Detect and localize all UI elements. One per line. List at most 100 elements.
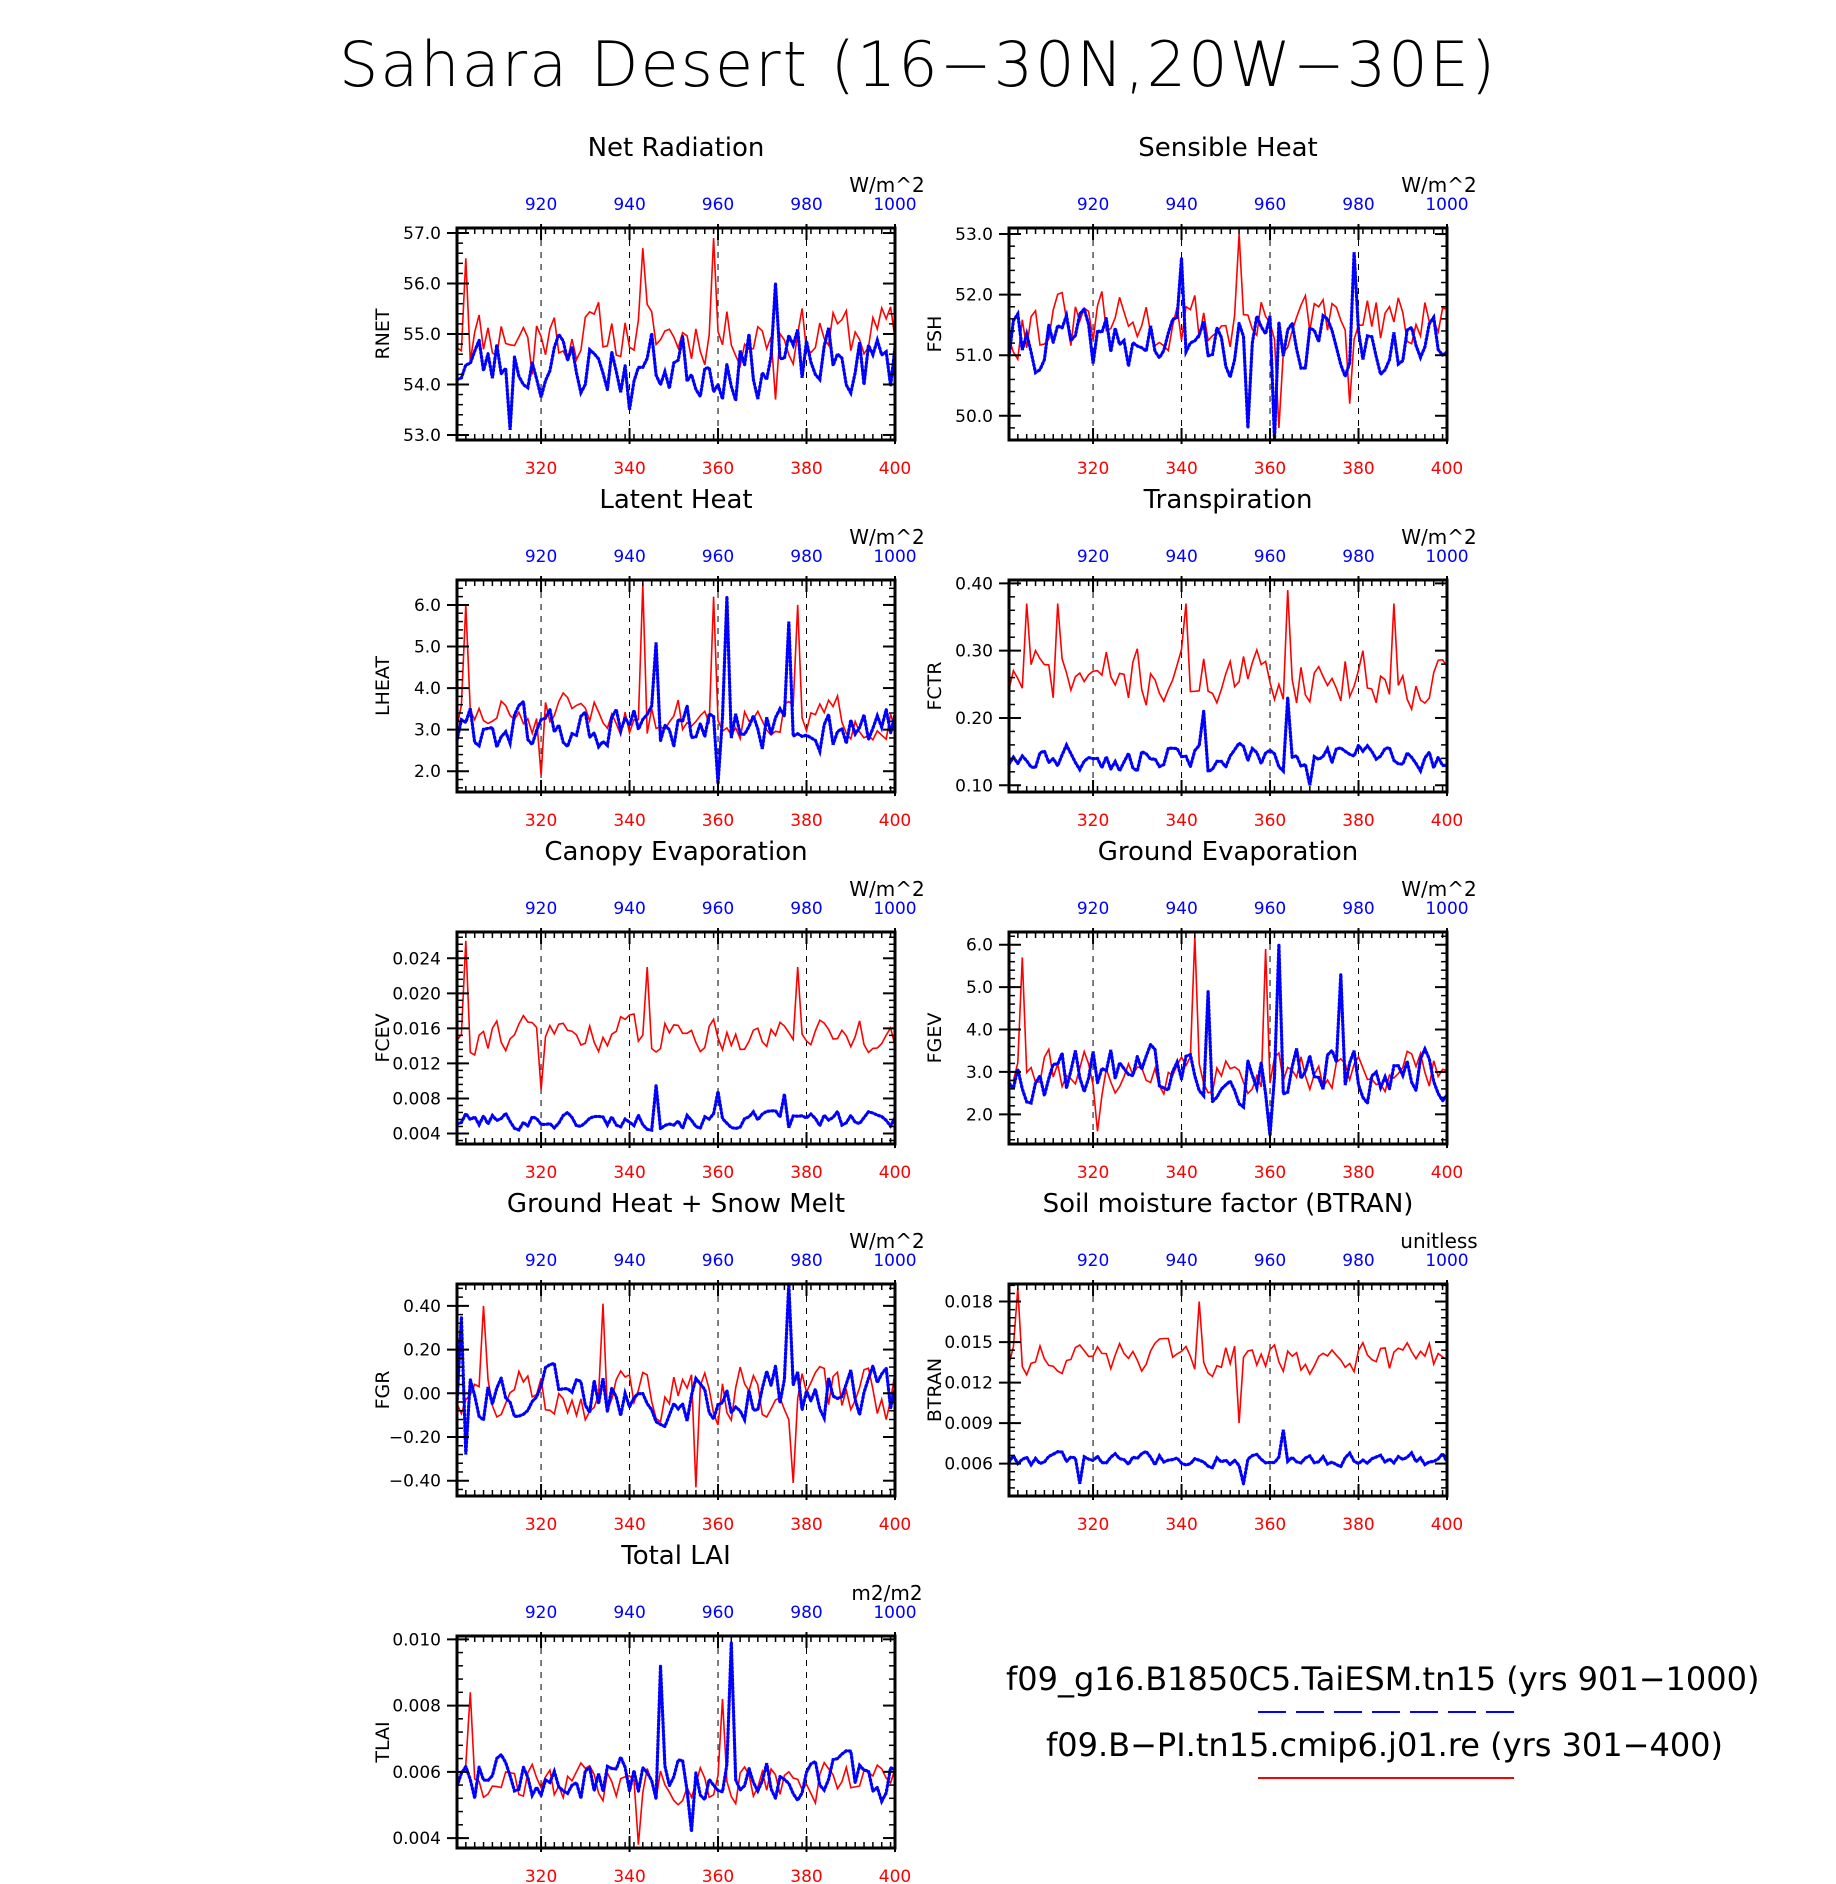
series-line <box>456 238 896 400</box>
x-bottom-tick-label: 400 <box>1431 1515 1463 1535</box>
x-bottom-tick-label: 380 <box>1342 459 1374 479</box>
y-tick-label: 0.008 <box>392 1089 441 1109</box>
y-tick-label: 5.0 <box>414 638 441 658</box>
y-axis-label: FCTR <box>924 661 946 710</box>
y-tick-label: 0.006 <box>944 1455 993 1475</box>
y-tick-label: 3.0 <box>414 721 441 741</box>
x-top-tick-label: 940 <box>613 899 645 919</box>
x-bottom-tick-label: 340 <box>613 1867 645 1884</box>
x-top-tick-label: 940 <box>1165 195 1197 215</box>
series-line <box>455 1642 897 1832</box>
x-bottom-tick-label: 400 <box>879 811 911 831</box>
panel-title: Soil moisture factor (BTRAN) <box>1043 1189 1414 1219</box>
y-tick-label: 0.015 <box>944 1333 993 1353</box>
x-bottom-tick-label: 360 <box>1254 459 1286 479</box>
x-bottom-tick-label: 360 <box>702 1867 734 1884</box>
y-tick-label: 3.0 <box>966 1063 993 1083</box>
units-label: W/m^2 <box>849 1229 924 1253</box>
y-axis-label: TLAI <box>372 1721 394 1763</box>
units-label: m2/m2 <box>851 1581 922 1605</box>
y-tick-label: 0.30 <box>955 642 993 662</box>
y-axis-label: FGR <box>372 1371 394 1410</box>
x-bottom-tick-label: 320 <box>1077 1163 1109 1183</box>
y-axis-label: RNET <box>372 308 394 359</box>
x-bottom-tick-label: 380 <box>1342 1163 1374 1183</box>
y-tick-label: 6.0 <box>966 936 993 956</box>
x-bottom-tick-label: 320 <box>525 811 557 831</box>
y-tick-label: 0.00 <box>403 1384 441 1404</box>
x-bottom-tick-label: 340 <box>613 459 645 479</box>
x-top-tick-label: 940 <box>1165 547 1197 567</box>
x-top-tick-label: 960 <box>702 1603 734 1623</box>
x-top-tick-label: 920 <box>1077 1251 1109 1271</box>
x-top-tick-label: 960 <box>1254 195 1286 215</box>
x-bottom-tick-label: 320 <box>525 1163 557 1183</box>
series-line <box>1008 234 1448 428</box>
x-top-tick-label: 1000 <box>1425 547 1468 567</box>
plot-frame <box>455 930 897 1146</box>
x-top-tick-label: 1000 <box>873 547 916 567</box>
x-bottom-tick-label: 340 <box>1165 811 1197 831</box>
x-top-tick-label: 940 <box>613 1603 645 1623</box>
y-tick-label: 53.0 <box>403 426 441 446</box>
x-bottom-tick-label: 400 <box>879 459 911 479</box>
series-line <box>1007 252 1449 441</box>
x-bottom-tick-label: 380 <box>1342 1515 1374 1535</box>
x-top-tick-label: 920 <box>525 1603 557 1623</box>
series-line <box>1008 936 1448 1132</box>
x-top-tick-label: 960 <box>702 195 734 215</box>
x-top-tick-label: 980 <box>1342 195 1374 215</box>
panel-title: Latent Heat <box>599 485 752 515</box>
x-top-tick-label: 960 <box>702 547 734 567</box>
x-top-tick-label: 980 <box>790 1603 822 1623</box>
y-tick-label: 53.0 <box>955 225 993 245</box>
y-tick-label: 0.20 <box>955 709 993 729</box>
y-tick-label: 55.0 <box>403 325 441 345</box>
y-tick-label: 4.0 <box>966 1021 993 1041</box>
x-bottom-tick-label: 380 <box>1342 811 1374 831</box>
x-bottom-tick-label: 400 <box>879 1515 911 1535</box>
y-tick-label: 52.0 <box>955 286 993 306</box>
units-label: W/m^2 <box>849 877 924 901</box>
x-top-tick-label: 980 <box>1342 899 1374 919</box>
y-tick-label: 50.0 <box>955 407 993 427</box>
x-bottom-tick-label: 320 <box>1077 811 1109 831</box>
x-top-tick-label: 960 <box>1254 547 1286 567</box>
x-bottom-tick-label: 400 <box>1431 1163 1463 1183</box>
plot-frame <box>1007 226 1449 442</box>
x-bottom-tick-label: 400 <box>1431 459 1463 479</box>
legend-run2-label: f09.B−PI.tn15.cmip6.j01.re (yrs 301−400) <box>1046 1726 1724 1764</box>
series-line <box>1007 1429 1449 1485</box>
x-top-tick-label: 980 <box>790 195 822 215</box>
panel-fgev: Ground Evaporation W/m^2 FGEV 2.0 3.0 4.0 5.0 6… <box>924 837 1477 1183</box>
y-tick-label: −0.40 <box>389 1472 441 1492</box>
series-line <box>1008 1288 1448 1424</box>
y-tick-label: 56.0 <box>403 275 441 295</box>
series-line <box>456 940 896 1090</box>
y-tick-label: 2.0 <box>414 762 441 782</box>
x-top-tick-label: 920 <box>1077 195 1109 215</box>
panel-title: Ground Heat + Snow Melt <box>507 1189 845 1219</box>
x-top-tick-label: 920 <box>525 1251 557 1271</box>
panel-title: Canopy Evaporation <box>544 837 807 867</box>
x-top-tick-label: 1000 <box>873 899 916 919</box>
y-axis-label: BTRAN <box>924 1358 946 1422</box>
y-tick-label: 5.0 <box>966 978 993 998</box>
y-tick-label: 54.0 <box>403 375 441 395</box>
y-axis-label: LHEAT <box>372 656 394 716</box>
legend-run1-swatch <box>1258 1711 1514 1713</box>
x-top-tick-label: 960 <box>1254 1251 1286 1271</box>
x-top-tick-label: 940 <box>613 195 645 215</box>
y-tick-label: 0.008 <box>392 1697 441 1717</box>
x-top-tick-label: 920 <box>525 195 557 215</box>
x-top-tick-label: 920 <box>525 547 557 567</box>
x-top-tick-label: 1000 <box>1425 1251 1468 1271</box>
y-tick-label: 0.024 <box>392 949 441 969</box>
plot-frame <box>455 578 897 794</box>
panel-lheat: Latent Heat W/m^2 LHEAT 2.0 3.0 4.0 5.0 6.0 320 3… <box>372 485 925 831</box>
x-top-tick-label: 1000 <box>1425 195 1468 215</box>
x-bottom-tick-label: 360 <box>1254 1163 1286 1183</box>
panel-fcev: Canopy Evaporation W/m^2 FCEV 0.004 0.008 0.0… <box>372 837 925 1183</box>
x-bottom-tick-label: 320 <box>1077 1515 1109 1535</box>
